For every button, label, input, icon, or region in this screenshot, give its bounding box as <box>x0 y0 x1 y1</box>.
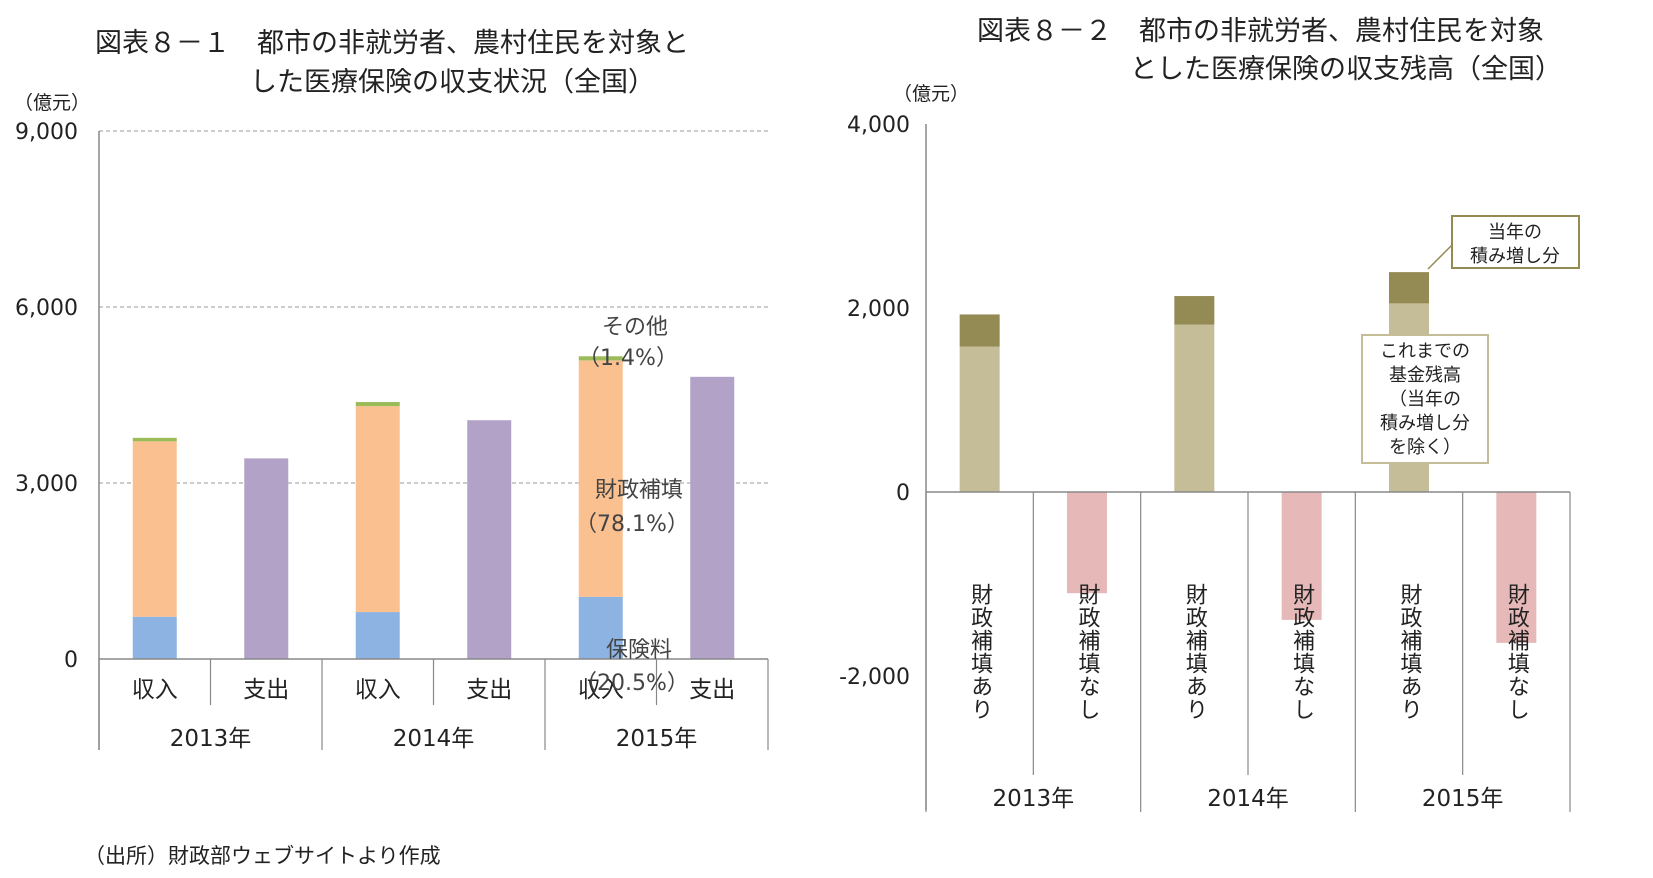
chart2-ytick-label: 0 <box>896 481 910 506</box>
chart1-bars <box>132 356 735 659</box>
chart1-bar-expenditure <box>244 458 289 659</box>
chart2-title-line1: 図表８－２ 都市の非就労者、農村住民を対象 <box>977 16 1544 47</box>
chart2-bar-no_subsidy <box>1496 492 1537 643</box>
chart2-bar-cumulative <box>1174 324 1215 492</box>
chart2-ytick-label: 2,000 <box>847 297 910 322</box>
callout2-line4: 積み増し分 <box>1380 413 1470 434</box>
chart1-bar-subsidy <box>132 441 177 617</box>
chart1-annotation-other-share: （1.4%） <box>578 346 678 371</box>
chart2-category-label: 財政補填あり <box>967 583 993 721</box>
chart1-category-label: 支出 <box>466 677 512 703</box>
chart1-category-label: 支出 <box>689 677 735 703</box>
chart1-bar-other <box>132 437 177 442</box>
chart1-bar-other <box>355 402 400 407</box>
chart2-x-axis: 財政補填あり 財政補填なし 財政補填あり 財政補填なし 財政補填あり 財政補填なし 2013… <box>925 491 1571 812</box>
chart2-bar-cumulative <box>959 346 1000 492</box>
chart1-bar-expenditure <box>467 420 512 659</box>
chart2-unit-label: （億元） <box>893 83 969 105</box>
chart1-unit-label: （億元） <box>14 92 90 114</box>
chart2-callout-cumulative: これまでの 基金残高 （当年の 積み増し分 を除く） <box>1361 334 1489 464</box>
chart1-bar-other <box>578 356 623 361</box>
chart1-ytick-label: 9,000 <box>15 120 78 145</box>
chart-8-2: 図表８－２ 都市の非就労者、農村住民を対象 とした医療保険の収支残高（全国） （… <box>839 16 1580 812</box>
chart2-ytick-label: -2,000 <box>839 665 910 690</box>
callout2-line5: を除く） <box>1389 437 1461 458</box>
chart1-category-label: 支出 <box>243 677 289 703</box>
chart1-gridlines <box>99 130 768 484</box>
chart2-category-label: 財政補填なし <box>1075 583 1101 721</box>
callout2-line1: これまでの <box>1380 341 1470 362</box>
chart2-bar-annual_increase <box>959 314 1000 347</box>
callout2-line3: （当年の <box>1389 389 1461 410</box>
chart2-ytick-label: 4,000 <box>847 113 910 138</box>
chart2-category-label: 財政補填あり <box>1182 583 1208 721</box>
chart2-callout-annual-increase: 当年の 積み増し分 <box>1427 215 1580 270</box>
chart2-bar-no_subsidy <box>1281 492 1322 620</box>
source-note: （出所）財政部ウェブサイトより作成 <box>84 844 441 868</box>
chart2-year-label: 2015年 <box>1422 786 1504 812</box>
chart2-category-label: 財政補填あり <box>1397 583 1423 721</box>
chart1-ytick-label: 3,000 <box>15 472 78 497</box>
chart2-bar-annual_increase <box>1389 272 1429 304</box>
chart1-bar-insurance <box>355 612 400 659</box>
chart2-y-axis: -2,000 0 2,000 4,000 <box>839 113 927 810</box>
chart2-year-label: 2014年 <box>1207 786 1289 812</box>
chart2-year-label: 2013年 <box>993 786 1075 812</box>
chart2-bar-no_subsidy <box>1067 492 1107 594</box>
chart1-bar-subsidy <box>578 360 623 597</box>
chart1-year-label: 2015年 <box>616 726 698 752</box>
chart1-ytick-label: 6,000 <box>15 296 78 321</box>
chart1-year-label: 2014年 <box>393 726 475 752</box>
chart2-title-line2: とした医療保険の収支残高（全国） <box>1130 54 1562 85</box>
chart1-annotation-other-name: その他 <box>602 315 668 340</box>
chart2-category-label: 財政補填なし <box>1289 583 1315 721</box>
chart2-bar-annual_increase <box>1174 296 1215 325</box>
chart-8-1: 図表８－１ 都市の非就労者、農村住民を対象と した医療保険の収支状況（全国） （… <box>14 28 769 752</box>
chart1-annotation-insurance-name: 保険料 <box>606 638 672 663</box>
chart1-x-axis: 収入 支出 収入 支出 収入 支出 2013年 2014年 2015年 <box>98 658 769 752</box>
chart1-annotation-subsidy-name: 財政補填 <box>595 478 683 503</box>
callout2-line2: 基金残高 <box>1389 365 1461 386</box>
chart1-category-label: 収入 <box>132 677 178 703</box>
chart1-title-line2: した医療保険の収支状況（全国） <box>250 67 655 98</box>
chart1-year-label: 2013年 <box>170 726 252 752</box>
chart1-category-label: 収入 <box>355 677 401 703</box>
chart1-bar-subsidy <box>355 406 400 613</box>
chart1-y-axis: 0 3,000 6,000 9,000 <box>15 120 100 750</box>
chart1-bar-expenditure <box>690 376 735 659</box>
chart1-annotation-insurance-share: （20.5%） <box>575 671 689 696</box>
chart1-bar-insurance <box>132 616 177 659</box>
chart1-title-line1: 図表８－１ 都市の非就労者、農村住民を対象と <box>95 28 689 59</box>
callout1-line1: 当年の <box>1488 222 1542 243</box>
chart1-bar-insurance <box>578 596 623 659</box>
chart2-category-label: 財政補填なし <box>1504 583 1530 721</box>
callout1-line2: 積み増し分 <box>1470 246 1560 267</box>
chart1-annotation-subsidy-share: （78.1%） <box>575 512 689 537</box>
chart1-ytick-label: 0 <box>64 648 78 673</box>
chart1-category-label: 収入 <box>578 677 624 703</box>
